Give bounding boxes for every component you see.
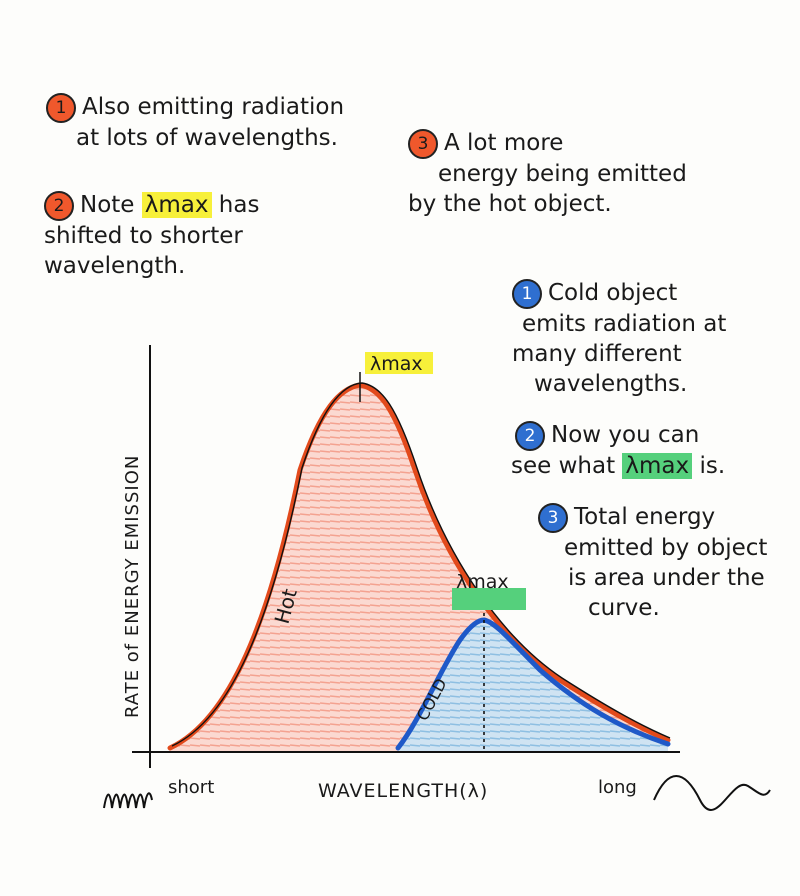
cold-note-3-line-2: emitted by object (564, 534, 768, 561)
cold-lambda-label: λmax (456, 571, 509, 593)
hot-note-1: 1 Also emitting radiation at lots of wave… (46, 92, 344, 153)
hot-note-2-line-2: shifted to shorter (44, 222, 243, 249)
blue-number-marker: 3 (538, 502, 568, 533)
orange-number-marker: 3 (408, 128, 438, 159)
cold-note-1: 1 Cold object emits radiation at many dif… (512, 278, 726, 399)
hot-note-3-line-1: A lot more (444, 130, 564, 156)
cold-note-1-line-2: emits radiation at (522, 310, 727, 337)
hot-lambda-highlight (365, 352, 433, 374)
hot-note-1-line-1: Also emitting radiation (82, 94, 345, 120)
hot-note-2-line-3: wavelength. (44, 252, 186, 279)
cold-area-fill (398, 620, 668, 752)
cold-note-1-line-3: many different (512, 340, 682, 367)
long-label: long (598, 777, 637, 798)
lambda-max-highlight: λmax (141, 192, 212, 218)
hot-note-2: 2 Note λmax has shifted to shorter wavele… (44, 190, 259, 281)
hot-area-fill (170, 385, 668, 752)
blue-number-marker: 2 (515, 420, 545, 451)
blue-number-marker: 1 (512, 278, 542, 309)
cold-note-1-line-1: Cold object (548, 280, 678, 306)
cold-note-2: 2 Now you can see what λmax is. (511, 420, 726, 481)
hot-lambda-label: λmax (370, 353, 423, 375)
hot-note-1-line-2: at lots of wavelengths. (76, 124, 338, 151)
cold-note-2-post: is. (692, 452, 726, 479)
hot-curve (167, 382, 671, 751)
cold-note-3: 3 Total energy emitted by object is area … (538, 502, 767, 623)
orange-number-marker: 1 (46, 92, 76, 123)
short-label: short (168, 777, 214, 798)
y-axis-label: RATE of ENERGY EMISSION (122, 455, 143, 718)
cold-note-3-line-4: curve. (588, 594, 660, 621)
lambda-max-highlight: λmax (622, 452, 693, 479)
cold-note-2-pre: see what (511, 452, 623, 479)
hot-curve-outline (171, 382, 671, 747)
cold-note-2-line-1: Now you can (551, 422, 700, 448)
orange-number-marker: 2 (44, 190, 74, 221)
cold-note-3-line-1: Total energy (574, 504, 716, 530)
cold-lambda-highlight (452, 588, 526, 610)
short-wave-icon (103, 792, 153, 809)
long-wave-icon (653, 775, 771, 811)
cold-note-1-line-4: wavelengths. (534, 370, 688, 397)
hot-note-3-line-3: by the hot object. (408, 190, 612, 217)
hot-note-2-pre: Note (80, 192, 142, 218)
hot-note-2-post: has (211, 192, 260, 218)
cold-note-3-line-3: is area under the (568, 564, 765, 591)
x-axis-label: WAVELENGTH(λ) (318, 780, 488, 802)
hot-note-3-line-2: energy being emitted (438, 160, 687, 187)
